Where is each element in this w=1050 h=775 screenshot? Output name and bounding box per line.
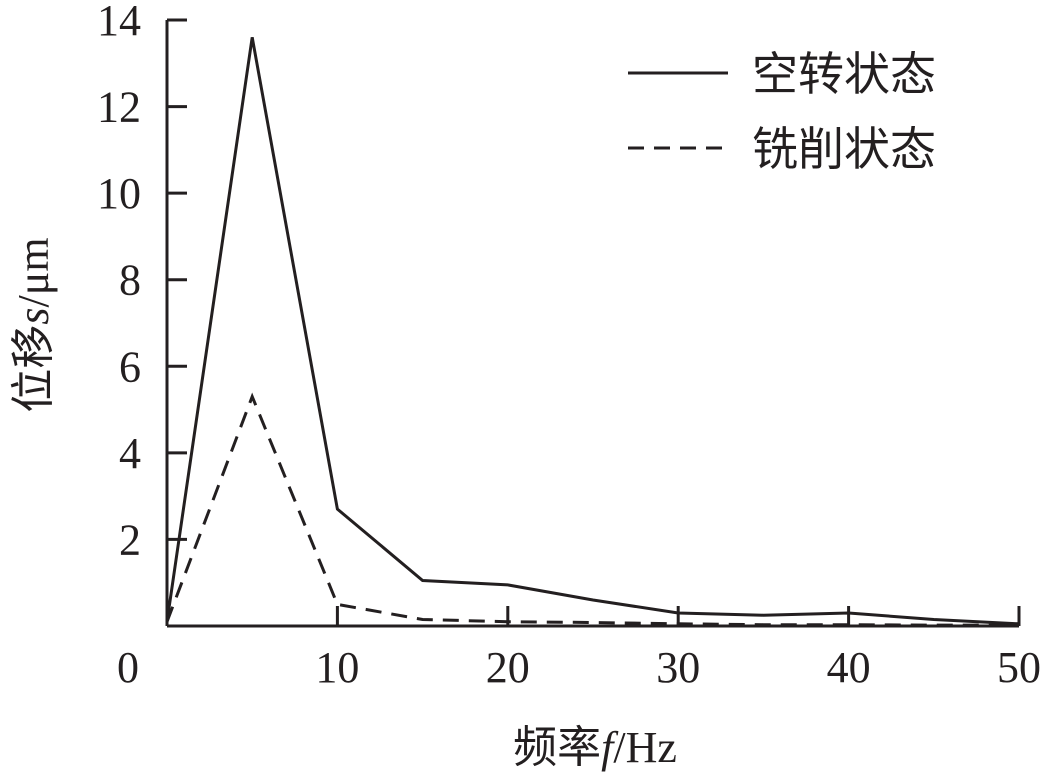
y-tick-label-4: 4 (119, 429, 141, 478)
x-tick-label-30: 30 (656, 643, 700, 692)
legend-label-idle: 空转状态 (752, 47, 936, 101)
x-tick-label-10: 10 (315, 643, 359, 692)
x-tick-label-40: 40 (827, 643, 871, 692)
x-axis-title: 频率f/Hz (513, 722, 677, 773)
x-axis-title-prefix: 频率 (513, 722, 601, 773)
y-tick-label-10: 10 (97, 169, 141, 218)
y-tick-label-14: 14 (97, 0, 141, 45)
y-tick-label-12: 12 (97, 83, 141, 132)
y-axis-title-prefix: 位移 (8, 325, 59, 413)
y-tick-label-8: 8 (119, 256, 141, 305)
x-tick-label-20: 20 (486, 643, 530, 692)
x-axis-title-unit: /Hz (613, 723, 677, 772)
y-tick-label-2: 2 (119, 515, 141, 564)
legend-label-milling: 铣削状态 (752, 122, 936, 176)
y-axis-title: 位移s/μm (8, 237, 59, 412)
axes (165, 20, 1019, 628)
y-axis-title-unit: /μm (9, 237, 58, 307)
tick-labels: 2 4 6 8 10 12 14 0 10 20 30 40 50 (97, 0, 1041, 692)
y-tick-label-6: 6 (119, 342, 141, 391)
x-tick-label-0: 0 (117, 643, 139, 692)
series-line-milling (165, 392, 1019, 627)
series-layer (165, 37, 1020, 627)
legend: 空转状态 铣削状态 (628, 47, 936, 176)
ticks (167, 18, 1021, 626)
x-tick-label-50: 50 (997, 643, 1041, 692)
series-line-idle (165, 37, 1020, 626)
y-axis-title-variable: s (9, 307, 58, 324)
